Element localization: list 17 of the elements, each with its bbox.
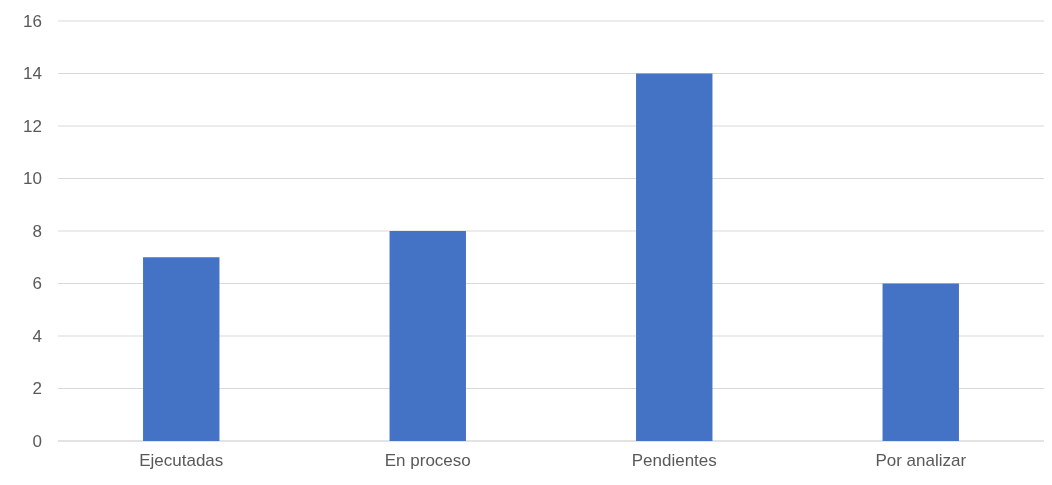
- y-tick-label: 10: [23, 169, 42, 189]
- bar: [389, 231, 466, 441]
- bar: [882, 283, 959, 441]
- x-tick-label: Por analizar: [875, 451, 967, 470]
- y-tick-label: 16: [23, 11, 42, 31]
- y-tick-label: 12: [23, 116, 42, 136]
- y-tick-label: 8: [32, 221, 42, 241]
- y-tick-label: 6: [32, 274, 42, 294]
- bar: [143, 257, 220, 441]
- y-tick-label: 14: [23, 64, 42, 84]
- y-tick-label: 0: [32, 431, 42, 451]
- x-tick-label: Ejecutadas: [139, 451, 224, 470]
- bar: [636, 73, 713, 441]
- x-tick-label: Pendientes: [631, 451, 717, 470]
- y-tick-label: 4: [32, 326, 42, 346]
- y-tick-label: 2: [32, 379, 42, 399]
- x-tick-label: En proceso: [384, 451, 471, 470]
